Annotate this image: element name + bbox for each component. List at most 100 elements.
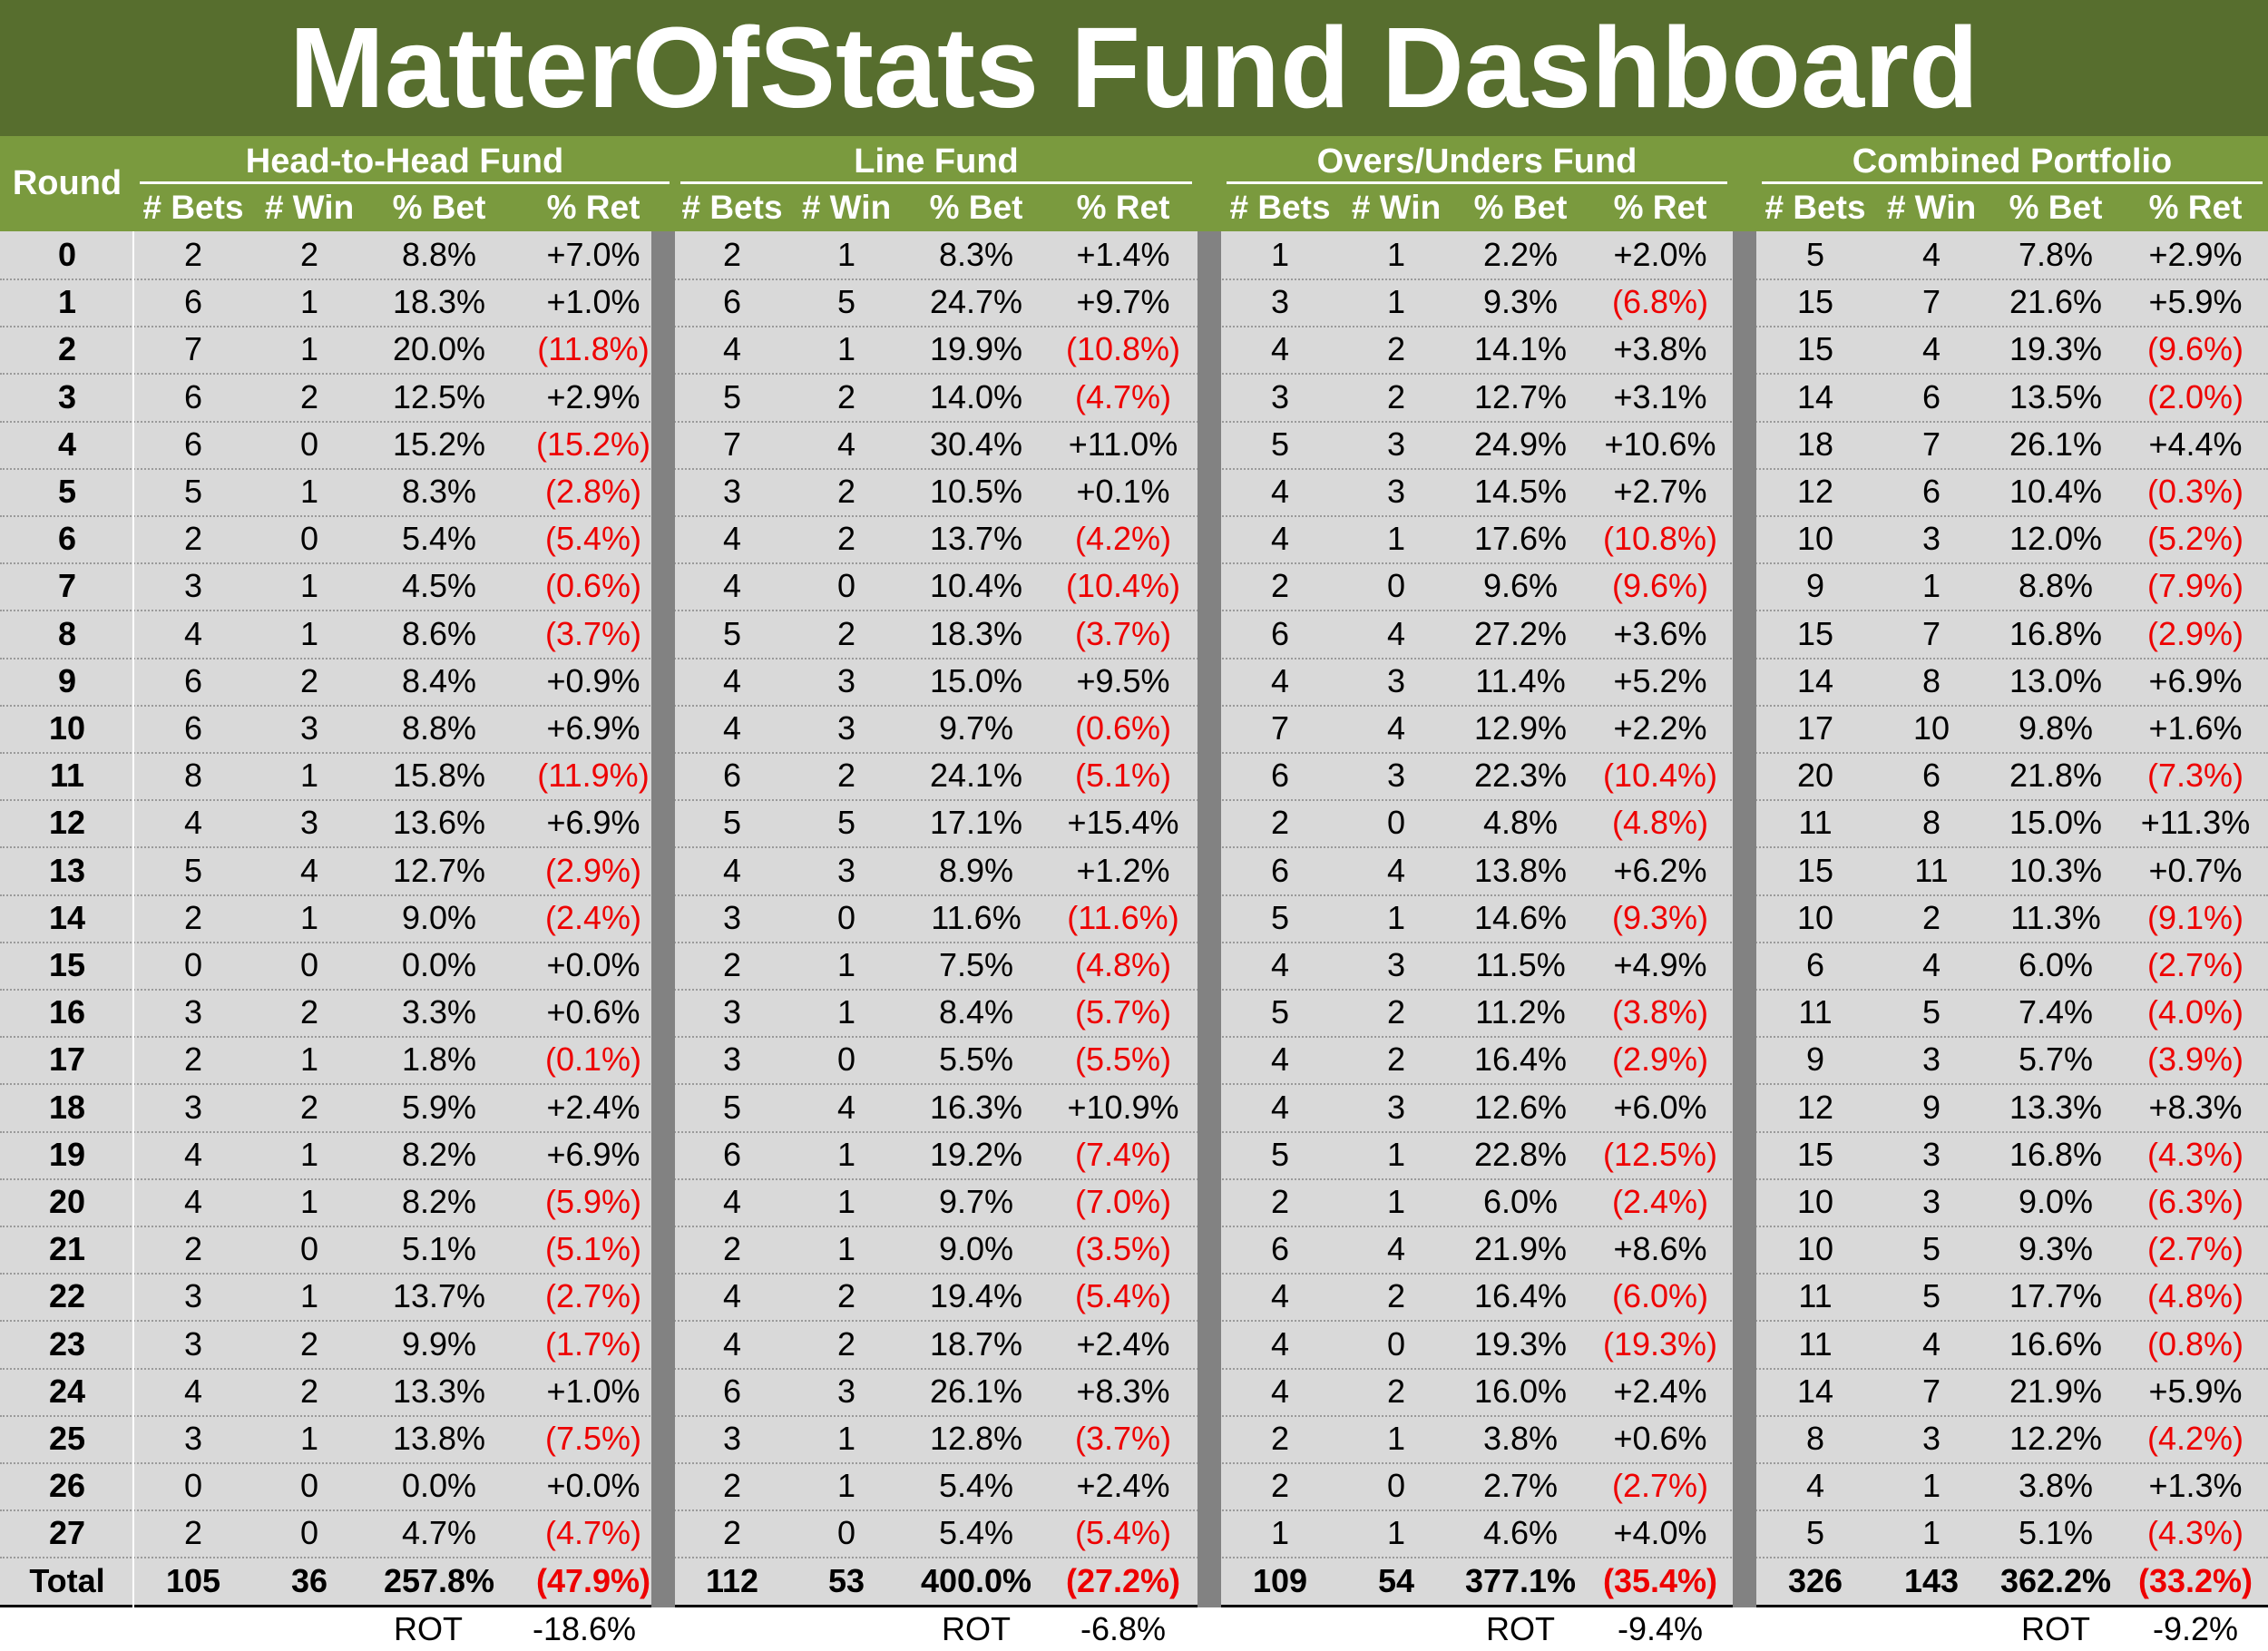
round-cell: 4: [57, 425, 77, 463]
subheader-bets: # Bets: [1765, 189, 1866, 226]
h2h-pct-ret-cell: +0.0%: [546, 1467, 640, 1505]
h2h-bets-cell: 4: [183, 804, 203, 842]
column-group-separator: [1733, 231, 1756, 1607]
line-bets-cell: 3: [722, 473, 742, 510]
combined-bets-cell: 9: [1805, 1040, 1825, 1079]
ou-bets-cell: 6: [1270, 757, 1290, 795]
combined-pct-ret-cell: (2.7%): [2146, 946, 2244, 983]
line-bets-cell: 2: [722, 1514, 742, 1552]
h2h-pct-ret-cell: +0.0%: [546, 946, 640, 983]
round-cell: 21: [48, 1230, 86, 1268]
combined-pct-bet-cell: 10.3%: [2009, 851, 2103, 889]
combined-bets-cell: 18: [1796, 425, 1834, 463]
ou-pct-ret-cell: +5.2%: [1613, 661, 1707, 699]
h2h-bets-cell: 4: [183, 1135, 203, 1173]
table-row: 8 4 1 8.6% (3.7%) 5 2 18.3% (3.7%) 6 4 27.2% +3.6% 15…: [0, 611, 2268, 659]
round-cell: 14: [48, 898, 86, 936]
ou-bets-cell: 2: [1270, 1183, 1290, 1220]
ou-pct-ret-cell: +8.6%: [1613, 1230, 1707, 1268]
h2h-bets-cell: 105: [165, 1561, 221, 1599]
h2h-pct-bet-cell: 13.6%: [392, 804, 486, 842]
line-pct-ret-cell: +0.1%: [1076, 473, 1170, 510]
h2h-win-cell: 2: [299, 236, 319, 273]
ou-pct-bet-cell: 22.3%: [1473, 757, 1568, 795]
combined-bets-cell: 15: [1796, 283, 1834, 321]
table-row: 10 6 3 8.8% +6.9% 4 3 9.7% (0.6%) 7 4 12.9% +2.2% 17 1…: [0, 705, 2268, 754]
h2h-bets-cell: 3: [183, 567, 203, 605]
ou-win-cell: 2: [1386, 1372, 1406, 1410]
group-header-ou: Overs/Unders Fund # Bets # Win % Bet % R…: [1221, 136, 1733, 231]
ou-win-cell: 1: [1386, 520, 1406, 558]
ou-pct-bet-cell: 16.4%: [1473, 1040, 1568, 1079]
table-row: 0 2 2 8.8% +7.0% 2 1 8.3% +1.4% 1 1 2.2% +2.0% 5 4 7.8%…: [0, 231, 2268, 280]
rot-value-ou: -9.4%: [1617, 1610, 1704, 1647]
line-bets-cell: 2: [722, 1230, 742, 1268]
combined-pct-bet-cell: 7.4%: [2018, 993, 2094, 1031]
ou-pct-ret-cell: +6.0%: [1613, 1088, 1707, 1126]
ou-pct-ret-cell: (3.8%): [1611, 993, 1709, 1031]
line-pct-bet-cell: 24.7%: [929, 283, 1023, 321]
combined-pct-ret-cell: +5.9%: [2148, 283, 2243, 321]
combined-pct-bet-cell: 17.7%: [2009, 1277, 2103, 1315]
ou-win-cell: 1: [1386, 1420, 1406, 1457]
h2h-pct-bet-cell: 5.4%: [401, 520, 477, 558]
ou-bets-cell: 6: [1270, 1230, 1290, 1268]
combined-pct-ret-cell: (6.3%): [2146, 1183, 2244, 1220]
combined-pct-bet-cell: 21.8%: [2009, 757, 2103, 795]
data-table: 0 2 2 8.8% +7.0% 2 1 8.3% +1.4% 1 1 2.2% +2.0% 5 4 7.8%…: [0, 231, 2268, 1607]
line-win-cell: 2: [836, 377, 856, 415]
combined-pct-ret-cell: +4.4%: [2148, 425, 2243, 463]
combined-bets-cell: 15: [1796, 851, 1834, 889]
combined-bets-cell: 12: [1796, 473, 1834, 510]
h2h-pct-ret-cell: (2.4%): [544, 898, 642, 936]
round-cell: 9: [57, 661, 77, 699]
line-pct-bet-cell: 7.5%: [938, 946, 1014, 983]
round-cell: 20: [48, 1183, 86, 1220]
combined-pct-bet-cell: 6.0%: [2018, 946, 2094, 983]
combined-pct-ret-cell: (4.8%): [2146, 1277, 2244, 1315]
ou-win-cell: 1: [1386, 236, 1406, 273]
combined-bets-cell: 5: [1805, 1514, 1825, 1552]
combined-pct-bet-cell: 21.9%: [2009, 1372, 2103, 1410]
ou-win-cell: 2: [1386, 377, 1406, 415]
h2h-bets-cell: 7: [183, 330, 203, 368]
ou-pct-bet-cell: 22.8%: [1473, 1135, 1568, 1173]
rot-footer: ROT -18.6% ROT -6.8% ROT -9.4% ROT -9.2%: [0, 1607, 2268, 1651]
combined-bets-cell: 11: [1798, 1324, 1833, 1363]
line-win-cell: 1: [836, 993, 856, 1031]
line-win-cell: 0: [836, 898, 856, 936]
table-row: 16 3 2 3.3% +0.6% 3 1 8.4% (5.7%) 5 2 11.2% (3.8%) 11…: [0, 989, 2268, 1039]
line-pct-ret-cell: +2.4%: [1076, 1324, 1170, 1363]
combined-pct-bet-cell: 11.3%: [2010, 898, 2101, 936]
h2h-pct-ret-cell: +6.9%: [546, 1135, 640, 1173]
combined-win-cell: 5: [1921, 1277, 1941, 1315]
h2h-pct-bet-cell: 20.0%: [392, 330, 486, 368]
subheader-pct-ret: % Ret: [1076, 189, 1170, 226]
combined-bets-cell: 15: [1796, 330, 1834, 368]
line-win-cell: 1: [836, 1420, 856, 1457]
line-win-cell: 4: [836, 425, 856, 463]
table-row: 4 6 0 15.2% (15.2%) 7 4 30.4% +11.0% 5 3 24.9% +10.6…: [0, 421, 2268, 470]
ou-win-cell: 4: [1386, 614, 1406, 652]
ou-win-cell: 1: [1386, 898, 1406, 936]
round-column-header: Round: [12, 164, 122, 202]
line-pct-bet-cell: 19.4%: [929, 1277, 1023, 1315]
h2h-bets-cell: 2: [183, 898, 203, 936]
combined-pct-bet-cell: 13.5%: [2009, 377, 2103, 415]
line-win-cell: 5: [836, 804, 856, 842]
line-pct-ret-cell: (3.5%): [1074, 1230, 1172, 1268]
group-title: Combined Portfolio: [1852, 142, 2173, 181]
combined-pct-bet-cell: 3.8%: [2018, 1467, 2094, 1505]
h2h-pct-ret-cell: +6.9%: [546, 804, 640, 842]
combined-pct-ret-cell: (3.9%): [2146, 1040, 2244, 1079]
round-cell: 19: [48, 1135, 86, 1173]
line-win-cell: 3: [836, 851, 856, 889]
ou-pct-ret-cell: (6.8%): [1611, 283, 1709, 321]
h2h-win-cell: 0: [299, 425, 319, 463]
total-row: Total 105 36 257.8% (47.9%) 112 53 400.0% (27.2%…: [0, 1558, 2268, 1607]
line-pct-ret-cell: (0.6%): [1074, 709, 1172, 747]
round-cell: 23: [48, 1324, 86, 1363]
combined-pct-bet-cell: 12.2%: [2009, 1420, 2103, 1457]
h2h-pct-ret-cell: (7.5%): [544, 1420, 642, 1457]
table-row: 12 4 3 13.6% +6.9% 5 5 17.1% +15.4% 2 0 4.8% (4.8%) 1…: [0, 799, 2268, 849]
